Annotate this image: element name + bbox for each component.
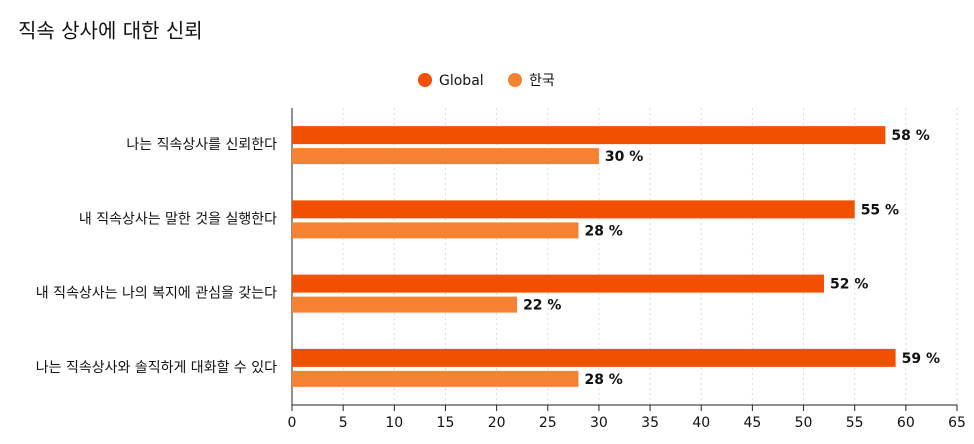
value-label: 55 % <box>861 202 899 218</box>
x-tick-label: 50 <box>795 415 813 431</box>
x-tick-label: 20 <box>488 415 506 431</box>
legend-label: Global <box>439 73 484 89</box>
x-tick-label: 60 <box>897 415 915 431</box>
x-tick-label: 5 <box>339 415 348 431</box>
legend-label: 한국 <box>529 73 555 89</box>
value-label: 28 % <box>584 223 622 239</box>
chart-title: 직속 상사에 대한 신뢰 <box>18 19 203 43</box>
value-label: 52 % <box>830 277 868 293</box>
legend-marker <box>418 73 432 87</box>
bar <box>292 370 579 387</box>
bar <box>292 148 599 165</box>
bar <box>292 274 824 293</box>
x-tick-label: 65 <box>948 415 966 431</box>
x-tick-label: 10 <box>385 415 403 431</box>
x-tick-label: 0 <box>288 415 297 431</box>
y-tick-label: 내 직속상사는 말한 것을 실행한다 <box>79 211 277 227</box>
x-tick-label: 40 <box>692 415 710 431</box>
y-tick-label: 나는 직속상사를 신뢰한다 <box>126 137 277 153</box>
bar <box>292 126 886 145</box>
value-label: 58 % <box>891 128 929 144</box>
value-label: 28 % <box>584 372 622 388</box>
x-tick-label: 25 <box>539 415 557 431</box>
y-tick-label: 내 직속상사는 나의 복지에 관심을 갖는다 <box>36 286 277 302</box>
value-label: 22 % <box>523 298 561 314</box>
bar <box>292 222 579 239</box>
bar <box>292 296 518 313</box>
x-tick-label: 45 <box>743 415 761 431</box>
bar <box>292 200 855 219</box>
legend-marker <box>508 73 522 87</box>
x-tick-label: 15 <box>437 415 455 431</box>
value-label: 59 % <box>902 351 940 367</box>
x-tick-label: 55 <box>846 415 864 431</box>
bar <box>292 348 896 367</box>
value-label: 30 % <box>605 149 643 165</box>
x-tick-label: 30 <box>590 415 608 431</box>
y-tick-label: 나는 직속상사와 솔직하게 대화할 수 있다 <box>36 360 277 376</box>
x-tick-label: 35 <box>641 415 659 431</box>
